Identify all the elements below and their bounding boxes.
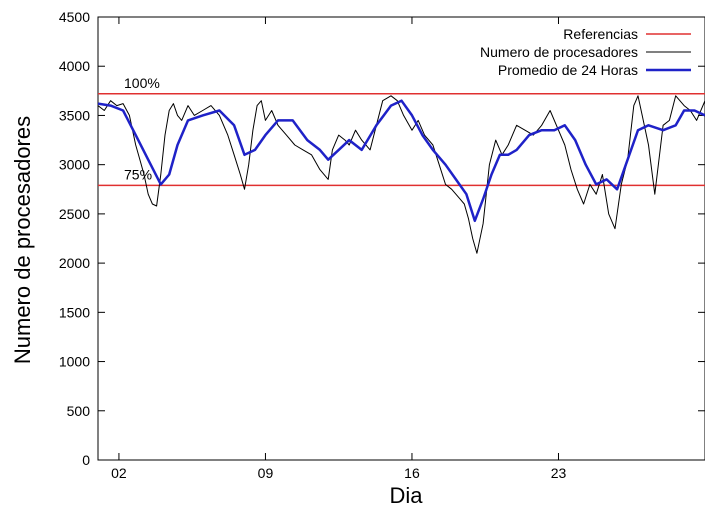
- series-line-promedio: [97, 99, 705, 223]
- reference-line-label: 100%: [124, 75, 160, 91]
- reference-line-label: 75%: [124, 166, 152, 182]
- x-tick-label: 02: [111, 465, 127, 481]
- x-tick-label: 16: [404, 465, 420, 481]
- y-tick-label: 3000: [59, 157, 90, 173]
- legend-item-promedio-label: Promedio de 24 Horas: [498, 62, 638, 78]
- reference-lines: 100% 75%: [98, 75, 705, 187]
- y-tick-label: 0: [82, 452, 90, 468]
- y-axis-title: Numero de procesadores: [10, 116, 35, 364]
- y-tick-label: 4000: [59, 58, 90, 74]
- legend: Referencias Numero de procesadores Promedi…: [480, 26, 691, 78]
- x-tick-label: 23: [551, 465, 567, 481]
- y-tick-label: 4500: [59, 9, 90, 25]
- legend-item-procesadores-label: Numero de procesadores: [480, 44, 638, 60]
- y-axis-ticks: 0 500 1000 1500 2000 2500 3000 3500 4000 4500: [59, 9, 705, 468]
- y-tick-label: 1000: [59, 354, 90, 370]
- x-axis-ticks: 02 09 16 23: [111, 17, 566, 481]
- y-tick-label: 3500: [59, 107, 90, 123]
- y-tick-label: 2000: [59, 255, 90, 271]
- x-axis-title: Dia: [389, 483, 423, 508]
- series-layer: [97, 95, 705, 254]
- legend-item-referencias-label: Referencias: [563, 26, 638, 42]
- plot-frame: [97, 16, 705, 461]
- y-tick-label: 1500: [59, 304, 90, 320]
- x-tick-label: 09: [258, 465, 274, 481]
- y-tick-label: 2500: [59, 206, 90, 222]
- y-tick-label: 500: [67, 403, 91, 419]
